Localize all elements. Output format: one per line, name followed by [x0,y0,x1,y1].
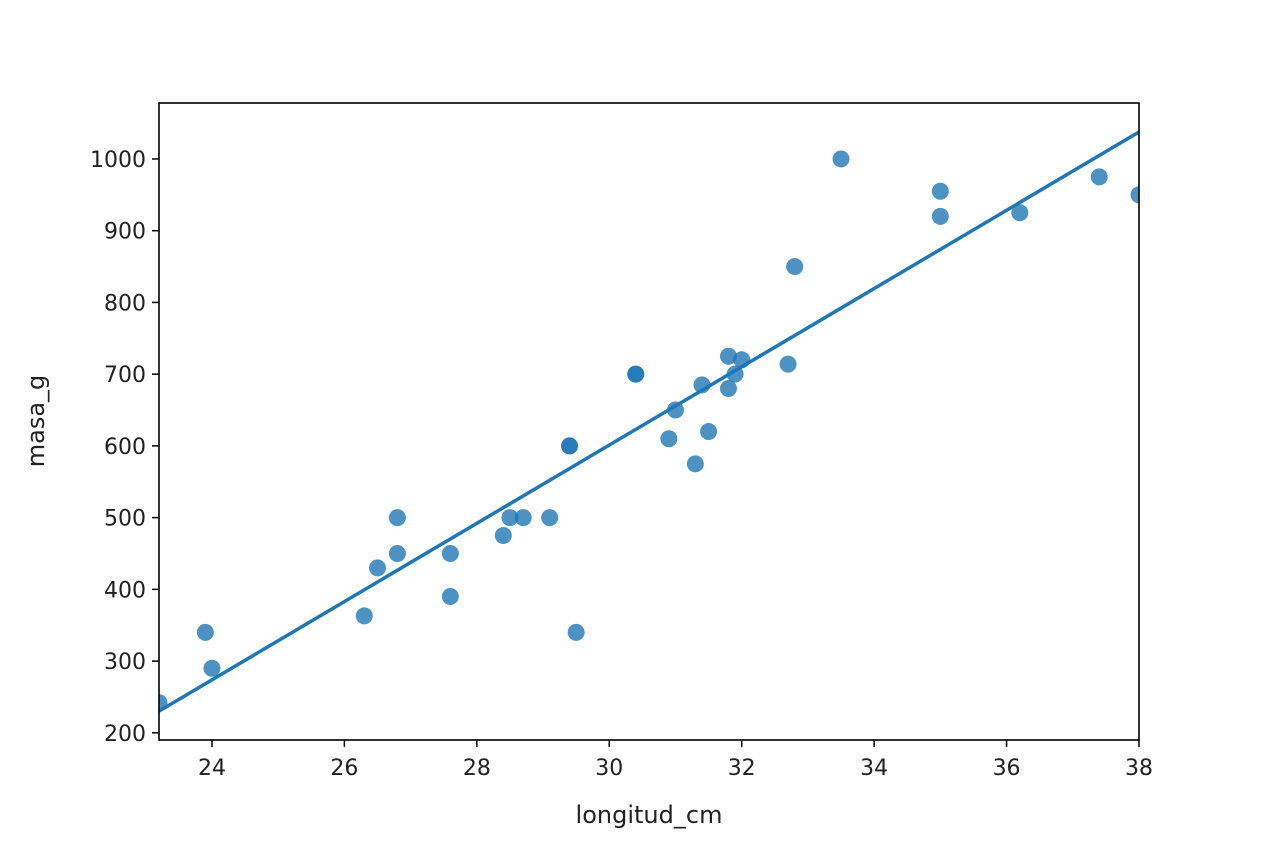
y-tick-label: 900 [104,220,146,245]
x-tick-label: 34 [860,756,888,781]
data-point [1090,168,1108,186]
plot-frame [158,102,1140,741]
data-point [931,182,949,200]
data-point [388,544,406,562]
x-tick-label: 26 [330,756,358,781]
data-point [931,207,949,225]
data-point [369,559,387,577]
x-tick-label: 32 [728,756,756,781]
x-tick-label: 36 [993,756,1021,781]
y-tick-label: 200 [104,722,146,747]
data-point [1011,204,1029,222]
y-axis: 200 300 400 500 600 700 800 900 1000 [90,148,159,747]
y-tick-label: 1000 [90,148,146,173]
data-point [666,401,684,419]
y-tick-label: 800 [104,291,146,316]
data-point [660,430,678,448]
y-tick-label: 400 [104,578,146,603]
data-point [196,623,214,641]
data-points [159,150,1139,712]
data-point [1130,186,1139,204]
data-point [561,437,579,455]
y-tick-label: 300 [104,650,146,675]
data-point [441,588,459,606]
data-point [779,355,797,373]
data-point [627,365,645,383]
data-point [514,509,532,527]
data-point [501,509,519,527]
x-tick-label: 30 [595,756,623,781]
data-point [786,258,804,276]
x-axis: 24 26 28 30 32 34 36 38 [198,740,1153,781]
data-point [541,509,559,527]
data-point [567,623,585,641]
x-tick-label: 24 [198,756,226,781]
y-tick-label: 500 [104,507,146,532]
x-tick-label: 28 [463,756,491,781]
y-axis-label: masa_g [22,375,50,468]
data-point [203,659,221,677]
x-axis-label: longitud_cm [576,801,723,829]
y-tick-label: 700 [104,363,146,388]
data-point [441,544,459,562]
data-point [719,347,737,365]
regression-line-group [159,130,1139,713]
x-tick-label: 38 [1125,756,1153,781]
y-tick-label: 600 [104,435,146,460]
data-point [494,527,512,545]
data-point [388,509,406,527]
data-point [719,380,737,398]
data-point [832,150,850,168]
data-point [355,607,373,625]
data-point [686,455,704,473]
data-point [700,423,718,441]
regression-line [159,130,1139,713]
